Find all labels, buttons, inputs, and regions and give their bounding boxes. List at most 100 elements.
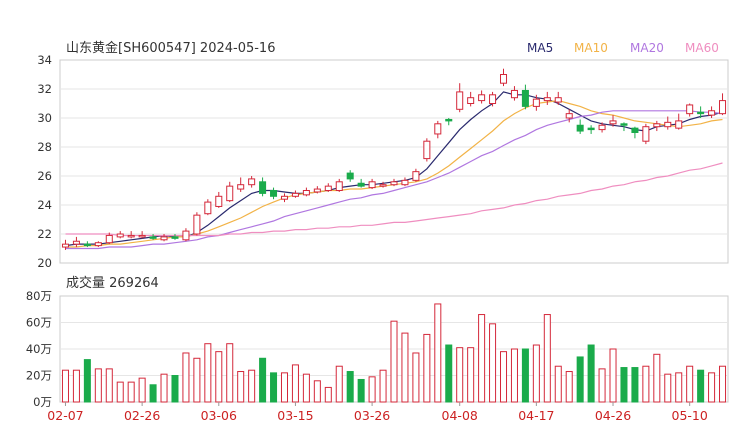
candle xyxy=(193,212,201,236)
candle xyxy=(237,177,245,192)
candle-body xyxy=(390,181,398,186)
candle-body xyxy=(182,230,190,241)
candle xyxy=(335,178,343,192)
price-tick-label: 20 xyxy=(37,256,52,270)
candle xyxy=(499,68,508,87)
candle-body xyxy=(302,190,310,196)
volume-bar xyxy=(302,373,310,403)
volume-bar xyxy=(335,365,343,403)
candle-body xyxy=(226,185,234,202)
volume-bar xyxy=(576,356,584,403)
volume-bar xyxy=(346,371,354,403)
candle-body xyxy=(237,184,245,190)
volume-bar xyxy=(510,348,518,403)
candle xyxy=(138,231,146,239)
candle xyxy=(127,231,135,239)
candle xyxy=(204,199,212,216)
candle xyxy=(510,86,518,101)
candle xyxy=(259,177,267,197)
volume-bar xyxy=(609,348,617,403)
candle xyxy=(598,122,606,133)
candle xyxy=(664,116,672,130)
volume-bar xyxy=(149,384,157,403)
volume-bar xyxy=(248,369,256,403)
volume-bar xyxy=(324,386,332,403)
volume-y-axis: 0万 20万 40万 60万 80万 xyxy=(26,289,52,409)
date-tick-label: 04-17 xyxy=(518,408,554,423)
candle xyxy=(521,84,529,110)
candle xyxy=(445,118,453,126)
volume-bar xyxy=(587,344,595,403)
candle-body xyxy=(72,240,80,245)
date-tick-label: 04-08 xyxy=(442,408,478,423)
candle xyxy=(270,187,278,200)
candle-body xyxy=(434,123,442,135)
volume-bar xyxy=(270,372,278,403)
volume-bar xyxy=(182,352,190,403)
candle-body xyxy=(631,127,639,133)
candle-body xyxy=(116,233,124,238)
candle-body xyxy=(445,118,453,122)
ma20-line xyxy=(65,110,723,250)
volume-bar xyxy=(489,323,497,403)
candle-body xyxy=(324,185,332,191)
volume-bar xyxy=(697,369,705,403)
candle xyxy=(357,178,365,188)
legend: MA5 MA10 MA20 MA60 xyxy=(527,41,719,55)
price-tick-label: 34 xyxy=(37,53,52,67)
candle-body xyxy=(664,121,672,128)
volume-bar xyxy=(565,371,573,403)
candle xyxy=(697,106,705,118)
candle xyxy=(94,241,102,248)
date-tick-label: 03-26 xyxy=(354,408,390,423)
candle xyxy=(401,177,409,187)
candle xyxy=(302,187,310,197)
candle-body xyxy=(423,140,431,160)
candle-body xyxy=(171,236,179,239)
candle-body xyxy=(576,124,584,132)
candle xyxy=(686,103,694,117)
candle xyxy=(576,119,584,134)
candle-body xyxy=(554,97,562,103)
candle xyxy=(313,186,321,194)
volume-bar xyxy=(390,320,398,403)
candle-body xyxy=(620,123,628,126)
candle-body xyxy=(61,243,69,248)
volume-tick-label: 0万 xyxy=(33,395,52,409)
date-axis: 02-07 02-26 03-06 03-15 03-26 04-08 04-17 04-26… xyxy=(47,402,708,423)
price-grid xyxy=(60,88,728,235)
candle xyxy=(456,83,464,113)
candle-body xyxy=(412,171,420,181)
candle-body xyxy=(379,184,387,187)
candle xyxy=(160,234,168,242)
volume-tick-label: 20万 xyxy=(26,369,52,383)
volume-bar xyxy=(116,381,124,403)
candle xyxy=(653,120,661,132)
candle-body xyxy=(598,124,606,131)
candle xyxy=(434,120,442,139)
volume-bar xyxy=(423,333,431,403)
volume-bar xyxy=(521,348,529,403)
candle xyxy=(467,91,475,107)
price-tick-label: 22 xyxy=(37,227,52,241)
candle-body xyxy=(368,181,376,189)
candle xyxy=(182,228,190,242)
candle-body xyxy=(686,104,694,115)
volume-bar xyxy=(215,351,223,403)
volume-bar xyxy=(445,344,453,403)
candle-body xyxy=(270,190,278,197)
candle xyxy=(83,241,91,248)
volume-bar xyxy=(499,351,508,403)
volume-bar xyxy=(61,369,69,403)
candle xyxy=(226,181,234,203)
volume-bar xyxy=(280,372,289,403)
ma60-line xyxy=(65,162,723,237)
volume-bar xyxy=(138,377,146,403)
candle xyxy=(412,168,420,182)
date-tick-label: 04-26 xyxy=(595,408,631,423)
candle-body xyxy=(675,120,683,129)
price-tick-label: 32 xyxy=(37,82,52,96)
candle-body xyxy=(697,111,705,115)
legend-ma5: MA5 xyxy=(527,41,553,55)
candle xyxy=(368,178,376,190)
